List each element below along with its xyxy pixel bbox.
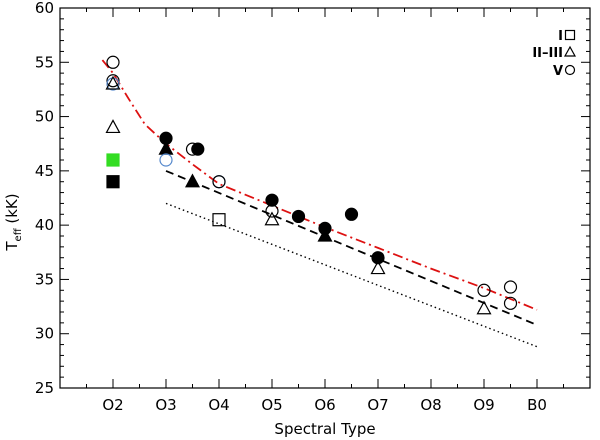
y-tick-label: 55 [35,53,54,71]
data-point-circle [106,74,120,88]
data-point-circle [503,280,518,294]
plot-frame [59,7,591,389]
y-tick-label: 60 [35,0,54,17]
y-tick-label: 45 [35,162,54,180]
legend-label-ii-iii: II–III [532,46,563,61]
data-point-triangle [184,173,201,188]
data-point-circle [503,296,518,310]
legend-triangle-marker [563,45,577,57]
x-tick-label: O3 [155,396,176,414]
black-dashed-fit [165,170,538,326]
x-axis-label: Spectral Type [274,420,375,438]
data-point-circle [106,55,120,69]
axis-ticks: 25 30 35 40 45 50 55 60 O2 O3 O4 O5 O6 O7 O8 O9 B0 [35,0,591,414]
y-tick-label: 25 [35,379,54,397]
x-tick-label: O9 [473,396,494,414]
data-point-triangle [264,211,280,226]
data-point-circle [291,209,306,224]
y-tick-label: 50 [35,108,54,126]
red-dashdot-fit [101,59,538,311]
x-tick-label: B0 [527,396,547,414]
x-tick-label: O2 [102,396,123,414]
svg-text:Teff (kK): Teff (kK) [3,193,24,251]
data-point-square [106,175,120,189]
data-point-circle [344,207,359,221]
y-tick-label: 35 [35,270,54,288]
data-point-triangle [370,260,386,275]
data-point-triangle [158,140,174,155]
legend-label-v: V [553,64,563,79]
data-points [105,55,518,315]
legend-label-i: I [558,29,563,44]
legend-square-marker [564,29,576,41]
data-point-circle [212,175,226,189]
y-axis-label-sub: eff [13,227,24,241]
y-axis-label: Teff (kK) [3,193,24,251]
x-tick-label: O4 [208,396,229,414]
data-point-circle [191,142,205,156]
legend-circle-marker [564,64,576,76]
x-tick-label: O6 [314,396,335,414]
x-tick-label: O7 [367,396,388,414]
data-point-triangle [317,227,333,242]
data-point-triangle [105,119,121,134]
y-axis-label-unit: (kK) [3,193,21,228]
data-point-circle [159,153,173,167]
y-tick-label: 30 [35,325,54,343]
fit-lines [101,59,538,348]
data-point-circle [477,283,491,297]
data-point-square [212,213,226,227]
x-tick-label: O8 [420,396,441,414]
data-point-circle [371,251,385,265]
data-point-circle [265,204,279,218]
black-dotted-fit [165,202,538,348]
legend: I II–III V [532,29,577,79]
y-axis-label-main: T [3,241,21,252]
data-point-circle [265,193,279,207]
y-tick-label: 40 [35,216,54,234]
data-point-triangle [105,75,121,90]
data-point-triangle [476,300,492,315]
x-tick-label: O5 [261,396,282,414]
data-point-square [106,153,120,167]
